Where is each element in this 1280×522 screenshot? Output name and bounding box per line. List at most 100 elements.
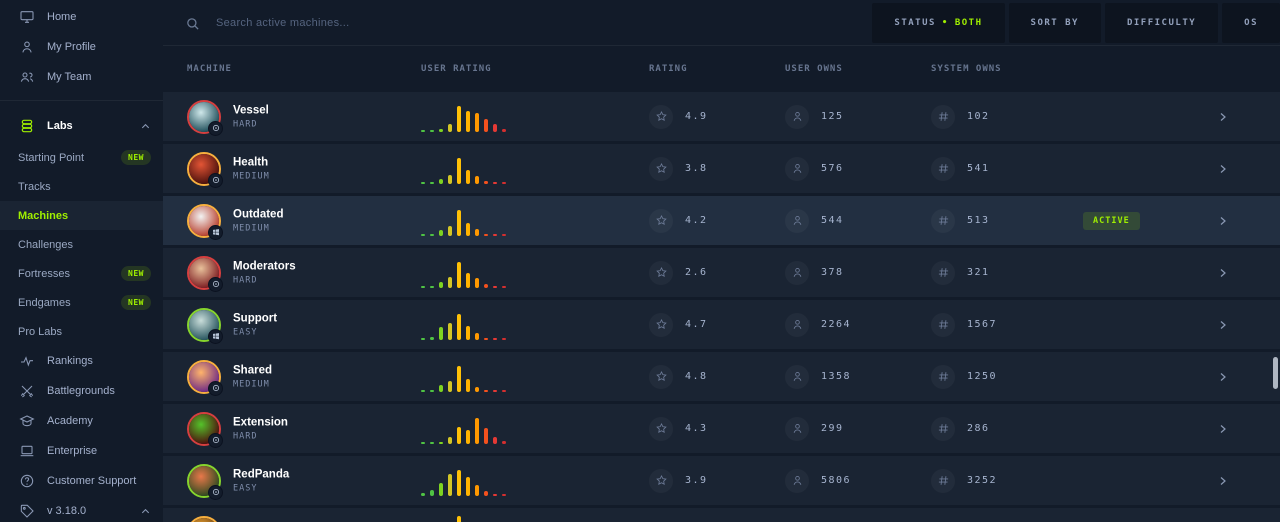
linux-os-badge: [208, 432, 223, 448]
machine-row[interactable]: Shared MEDIUM 4.8 1358 1250 ACTIVE: [163, 352, 1280, 401]
histogram-bar: [493, 337, 497, 340]
histogram-bar: [457, 469, 461, 496]
sidebar-item-tracks[interactable]: Tracks: [0, 172, 163, 201]
histogram-bar: [439, 384, 443, 392]
user-icon: [785, 416, 809, 441]
histogram-bar: [439, 326, 443, 340]
difficulty-filter-button[interactable]: DIFFICULTY: [1104, 3, 1219, 43]
user-icon: [785, 156, 809, 181]
machine-list: Vessel HARD 4.9 125 102 ACTIVE: [163, 92, 1280, 522]
machine-row[interactable]: Support EASY 4.7 2264 1567 ACTIVE: [163, 300, 1280, 349]
sidebar-item-customer-support[interactable]: Customer Support: [0, 466, 163, 496]
sidebar-item-battlegrounds[interactable]: Battlegrounds: [0, 376, 163, 406]
histogram-bar: [430, 336, 434, 340]
chevron-right-icon[interactable]: [1211, 105, 1235, 129]
sidebar-item-my-profile[interactable]: My Profile: [0, 32, 163, 62]
star-icon: [649, 260, 673, 285]
rating-value: 3.9: [685, 475, 708, 486]
column-header-system-owns: SYSTEM OWNS: [931, 64, 1002, 74]
chevron-right-icon[interactable]: [1211, 157, 1235, 181]
sidebar-item-label: Pro Labs: [18, 325, 63, 338]
histogram-bar: [484, 180, 488, 184]
linux-os-badge: [208, 380, 223, 396]
machine-name: Extension: [233, 416, 288, 428]
machine-avatar: [187, 463, 223, 500]
sidebar-item-label: Enterprise: [47, 445, 98, 457]
histogram-bar: [475, 417, 479, 444]
user-icon: [785, 260, 809, 285]
sort-by-button[interactable]: SORT BY: [1008, 3, 1101, 43]
sidebar-item-pro-labs[interactable]: Pro Labs: [0, 317, 163, 346]
os-filter-button[interactable]: OS: [1222, 3, 1280, 43]
machine-difficulty: EASY: [233, 327, 258, 337]
machine-name: Vessel: [233, 104, 269, 116]
histogram-bar: [466, 476, 470, 496]
histogram-bar: [466, 272, 470, 288]
system-owns-value: 286: [967, 423, 990, 434]
star-icon: [649, 416, 673, 441]
system-owns-value: 513: [967, 215, 990, 226]
user-rating-histogram: [421, 466, 506, 496]
status-filter-label: STATUS: [894, 18, 936, 28]
machine-row[interactable]: Moderators HARD 2.6 378 321 ACTIVE: [163, 248, 1280, 297]
chevron-right-icon[interactable]: [1211, 469, 1235, 493]
machine-row[interactable]: RedPanda EASY 3.9 5806 3252 ACTIVE: [163, 456, 1280, 505]
user-rating-histogram: [421, 258, 506, 288]
machine-row[interactable]: MEDIUM ACTIVE: [163, 508, 1280, 522]
user-icon: [785, 104, 809, 129]
chevron-right-icon[interactable]: [1211, 209, 1235, 233]
histogram-bar: [430, 389, 434, 392]
chevron-right-icon[interactable]: [1211, 365, 1235, 389]
histogram-bar: [457, 313, 461, 340]
sidebar-item-rankings[interactable]: Rankings: [0, 346, 163, 376]
chevron-right-icon[interactable]: [1211, 313, 1235, 337]
sidebar-item-fortresses[interactable]: Fortresses NEW: [0, 259, 163, 288]
star-icon: [649, 468, 673, 493]
rating-value: 4.8: [685, 371, 708, 382]
chevron-right-icon[interactable]: [1211, 417, 1235, 441]
star-icon: [649, 208, 673, 233]
sidebar-item-v-3-18-0[interactable]: v 3.18.0: [0, 496, 163, 522]
sidebar-item-academy[interactable]: Academy: [0, 406, 163, 436]
machine-difficulty: MEDIUM: [233, 379, 270, 389]
machine-row[interactable]: Outdated MEDIUM 4.2 544 513 ACTIVE: [163, 196, 1280, 245]
histogram-bar: [430, 285, 434, 288]
histogram-bar: [421, 129, 425, 132]
machine-row[interactable]: Vessel HARD 4.9 125 102 ACTIVE: [163, 92, 1280, 141]
histogram-bar: [484, 118, 488, 132]
sidebar-item-enterprise[interactable]: Enterprise: [0, 436, 163, 466]
sidebar-item-machines[interactable]: Machines: [0, 201, 163, 230]
machine-difficulty: MEDIUM: [233, 223, 270, 233]
sidebar-item-labs[interactable]: Labs: [0, 109, 163, 143]
main-content: STATUS • BOTH SORT BY DIFFICULTY OS MACH…: [163, 0, 1280, 522]
histogram-bar: [421, 233, 425, 236]
sidebar-item-home[interactable]: Home: [0, 2, 163, 32]
sidebar-item-label: Labs: [47, 120, 73, 132]
machine-avatar: [187, 359, 223, 396]
user-icon: [785, 468, 809, 493]
histogram-bar: [475, 386, 479, 392]
histogram-bar: [502, 440, 506, 444]
column-header-machine: MACHINE: [187, 64, 232, 74]
sidebar-item-challenges[interactable]: Challenges: [0, 230, 163, 259]
filter-bar: STATUS • BOTH SORT BY DIFFICULTY OS: [872, 3, 1280, 43]
machine-avatar: [187, 411, 223, 448]
status-filter-button[interactable]: STATUS • BOTH: [872, 3, 1005, 43]
scrollbar-thumb[interactable]: [1273, 357, 1278, 389]
search-input[interactable]: [216, 17, 516, 29]
sort-by-label: SORT BY: [1030, 18, 1079, 28]
sidebar-item-label: My Team: [47, 71, 92, 83]
chevron-right-icon[interactable]: [1211, 261, 1235, 285]
histogram-bar: [475, 277, 479, 288]
sidebar-item-starting-point[interactable]: Starting Point NEW: [0, 143, 163, 172]
sidebar-divider: [0, 100, 163, 101]
histogram-bar: [466, 429, 470, 444]
topbar: STATUS • BOTH SORT BY DIFFICULTY OS: [163, 0, 1280, 46]
machine-row[interactable]: Extension HARD 4.3 299 286 ACTIVE: [163, 404, 1280, 453]
machine-row[interactable]: Health MEDIUM 3.8 576 541 ACTIVE: [163, 144, 1280, 193]
sidebar-item-label: Tracks: [18, 180, 51, 193]
sidebar-item-endgames[interactable]: Endgames NEW: [0, 288, 163, 317]
chevron-up-icon: [140, 506, 151, 517]
sidebar-item-my-team[interactable]: My Team: [0, 62, 163, 92]
sidebar-item-label: Endgames: [18, 296, 71, 309]
